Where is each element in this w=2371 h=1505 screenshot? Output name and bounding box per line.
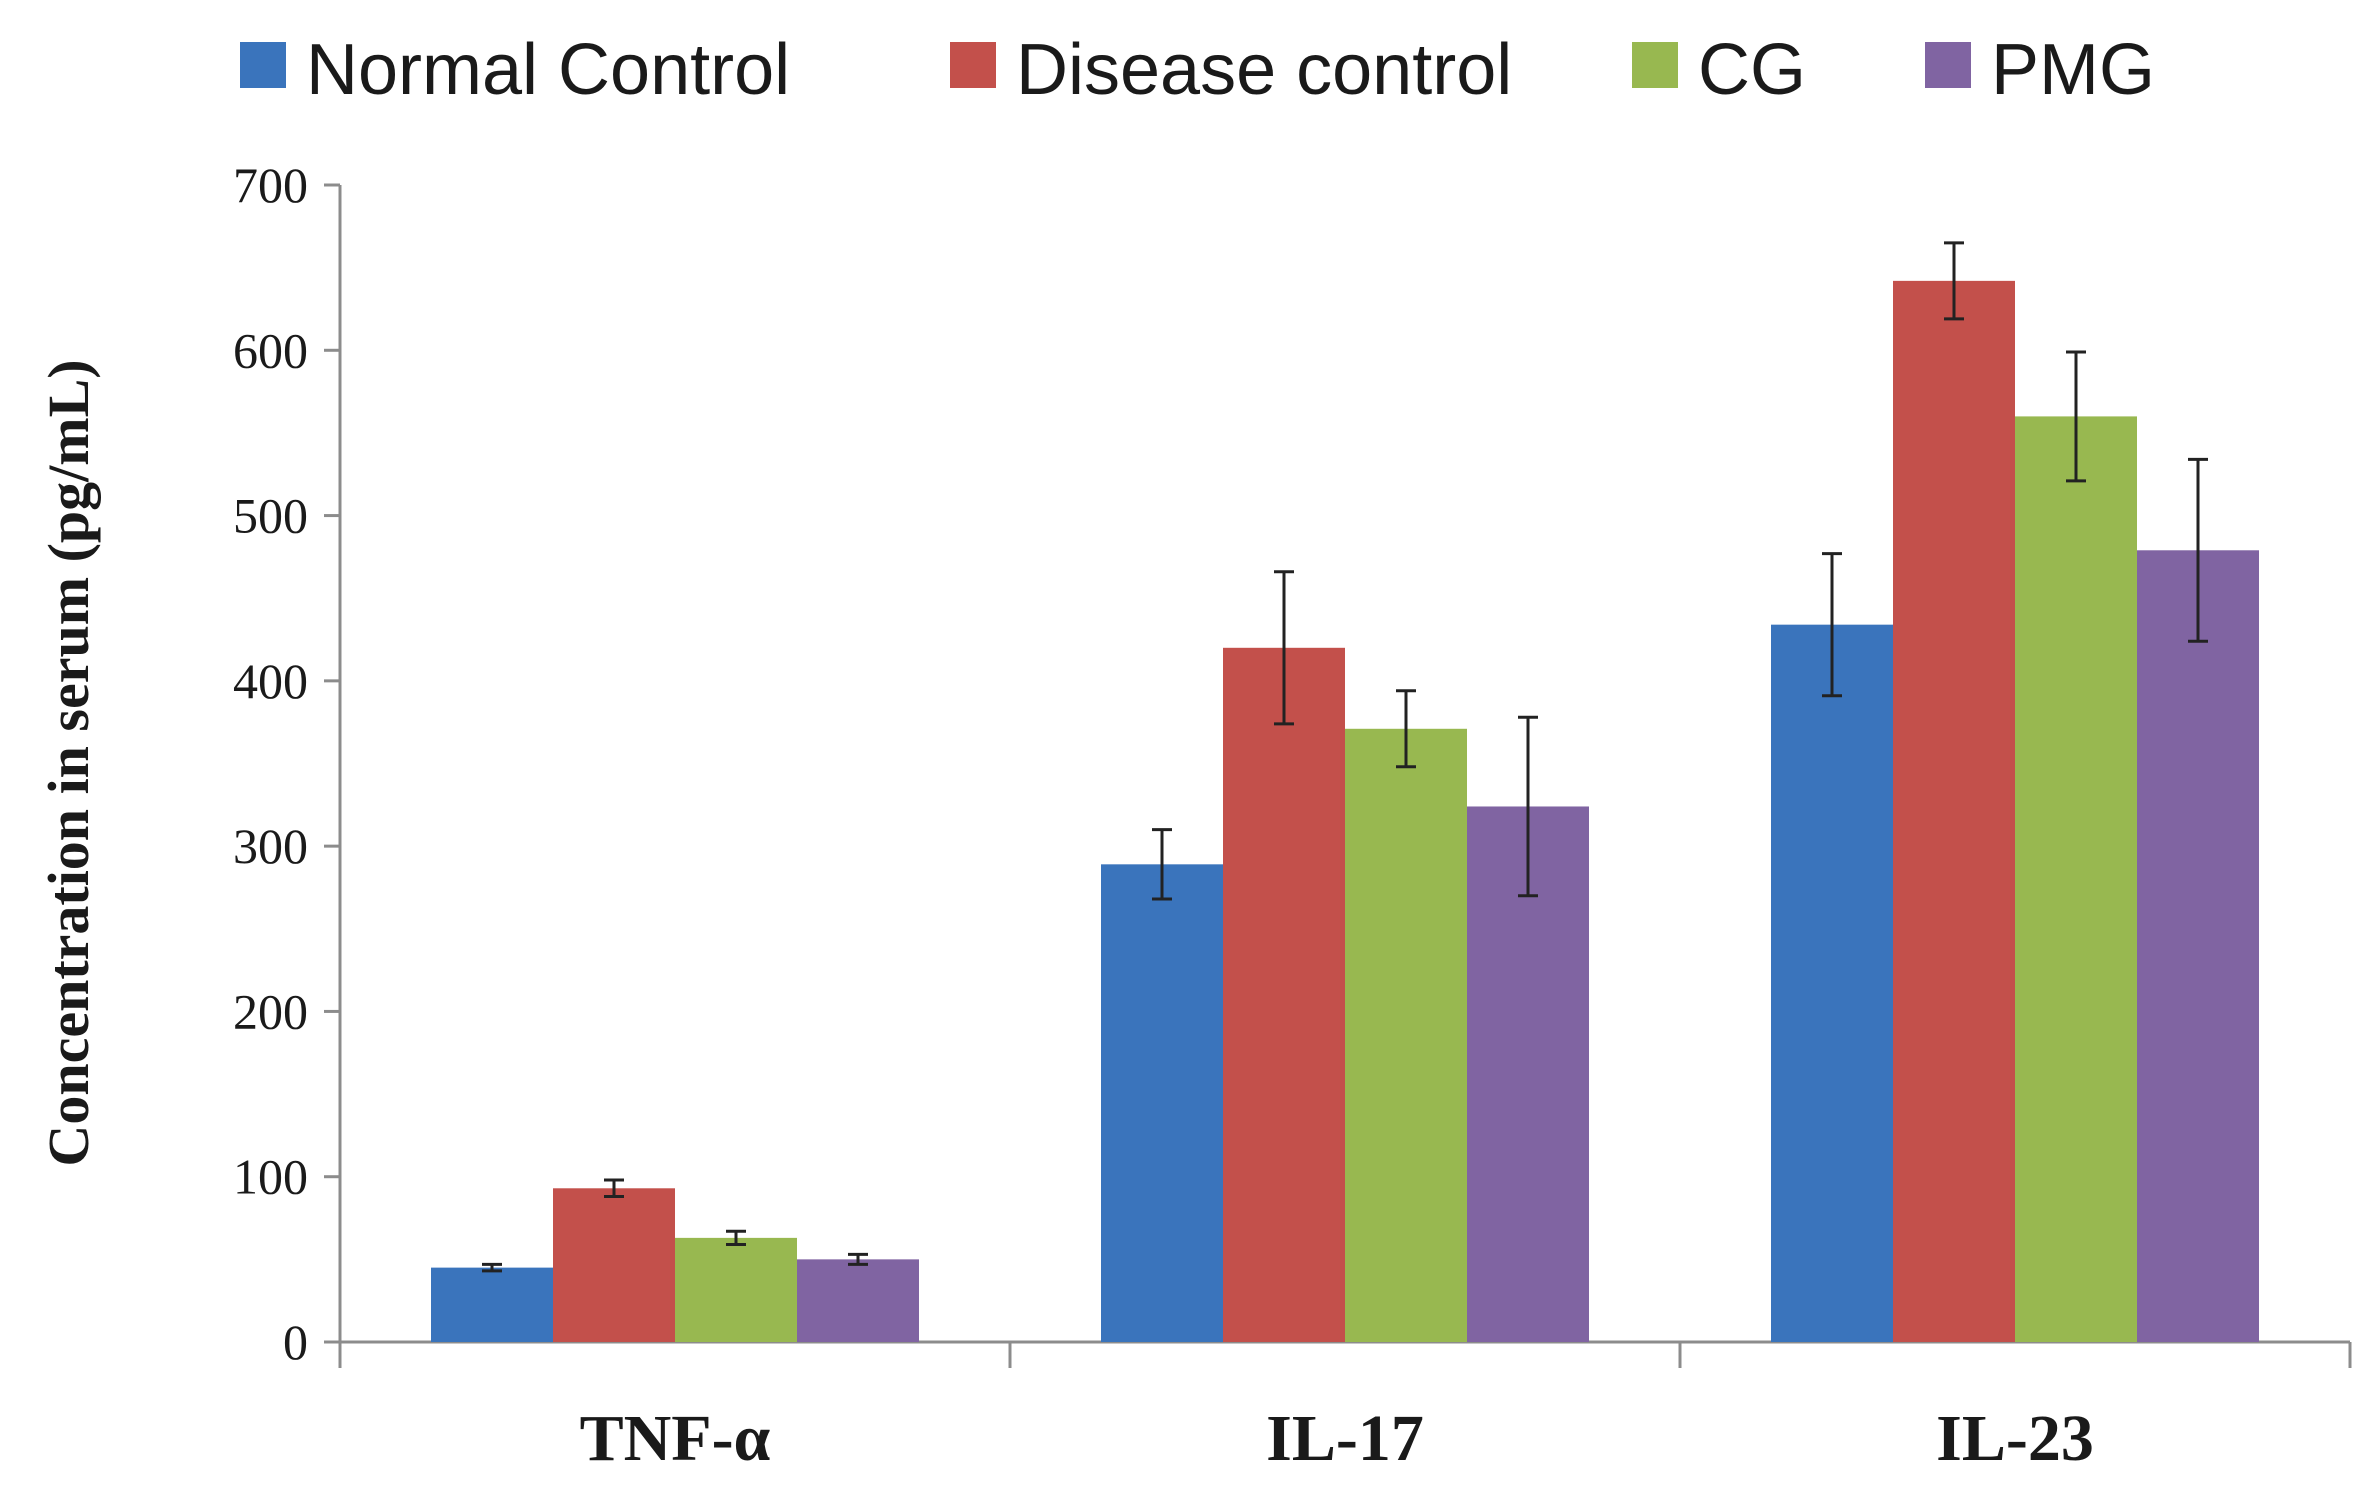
legend-label: Normal Control — [306, 30, 790, 110]
y-axis: 0 100 200 300 400 500 600 700 — [233, 157, 342, 1370]
legend-swatch — [950, 42, 996, 88]
legend-swatch — [1632, 42, 1678, 88]
bar — [1771, 624, 1893, 1342]
y-tick-label: 300 — [233, 818, 308, 874]
bar — [1893, 280, 2015, 1342]
y-tick-label: 0 — [283, 1314, 308, 1370]
y-axis-label: Concentration in serum (pg/mL) — [36, 359, 101, 1166]
legend: Normal Control Disease control CG PMG — [240, 30, 2155, 110]
legend-swatch — [1925, 42, 1971, 88]
bar — [675, 1237, 797, 1342]
bar — [2137, 550, 2259, 1342]
x-tick-label: TNF-α — [580, 1402, 771, 1475]
y-tick-label: 100 — [233, 1149, 308, 1205]
bar — [797, 1259, 919, 1342]
x-axis: TNF-α IL-17 IL-23 — [338, 1340, 2352, 1475]
error-bars — [482, 241, 2208, 1273]
y-tick-label: 400 — [233, 653, 308, 709]
bar — [1223, 647, 1345, 1342]
x-tick-label: IL-23 — [1936, 1402, 2094, 1475]
bar — [553, 1188, 675, 1342]
bars — [431, 280, 2259, 1342]
bar — [1345, 728, 1467, 1342]
bar — [2015, 416, 2137, 1342]
y-tick-label: 500 — [233, 488, 308, 544]
x-tick-label: IL-17 — [1266, 1402, 1424, 1475]
legend-swatch — [240, 42, 286, 88]
legend-label: PMG — [1991, 30, 2155, 110]
y-tick-label: 700 — [233, 157, 308, 213]
bar — [1101, 864, 1223, 1342]
legend-label: Disease control — [1016, 30, 1512, 110]
bar — [431, 1267, 553, 1342]
y-tick-label: 600 — [233, 322, 308, 378]
legend-label: CG — [1698, 30, 1806, 110]
y-tick-label: 200 — [233, 983, 308, 1039]
